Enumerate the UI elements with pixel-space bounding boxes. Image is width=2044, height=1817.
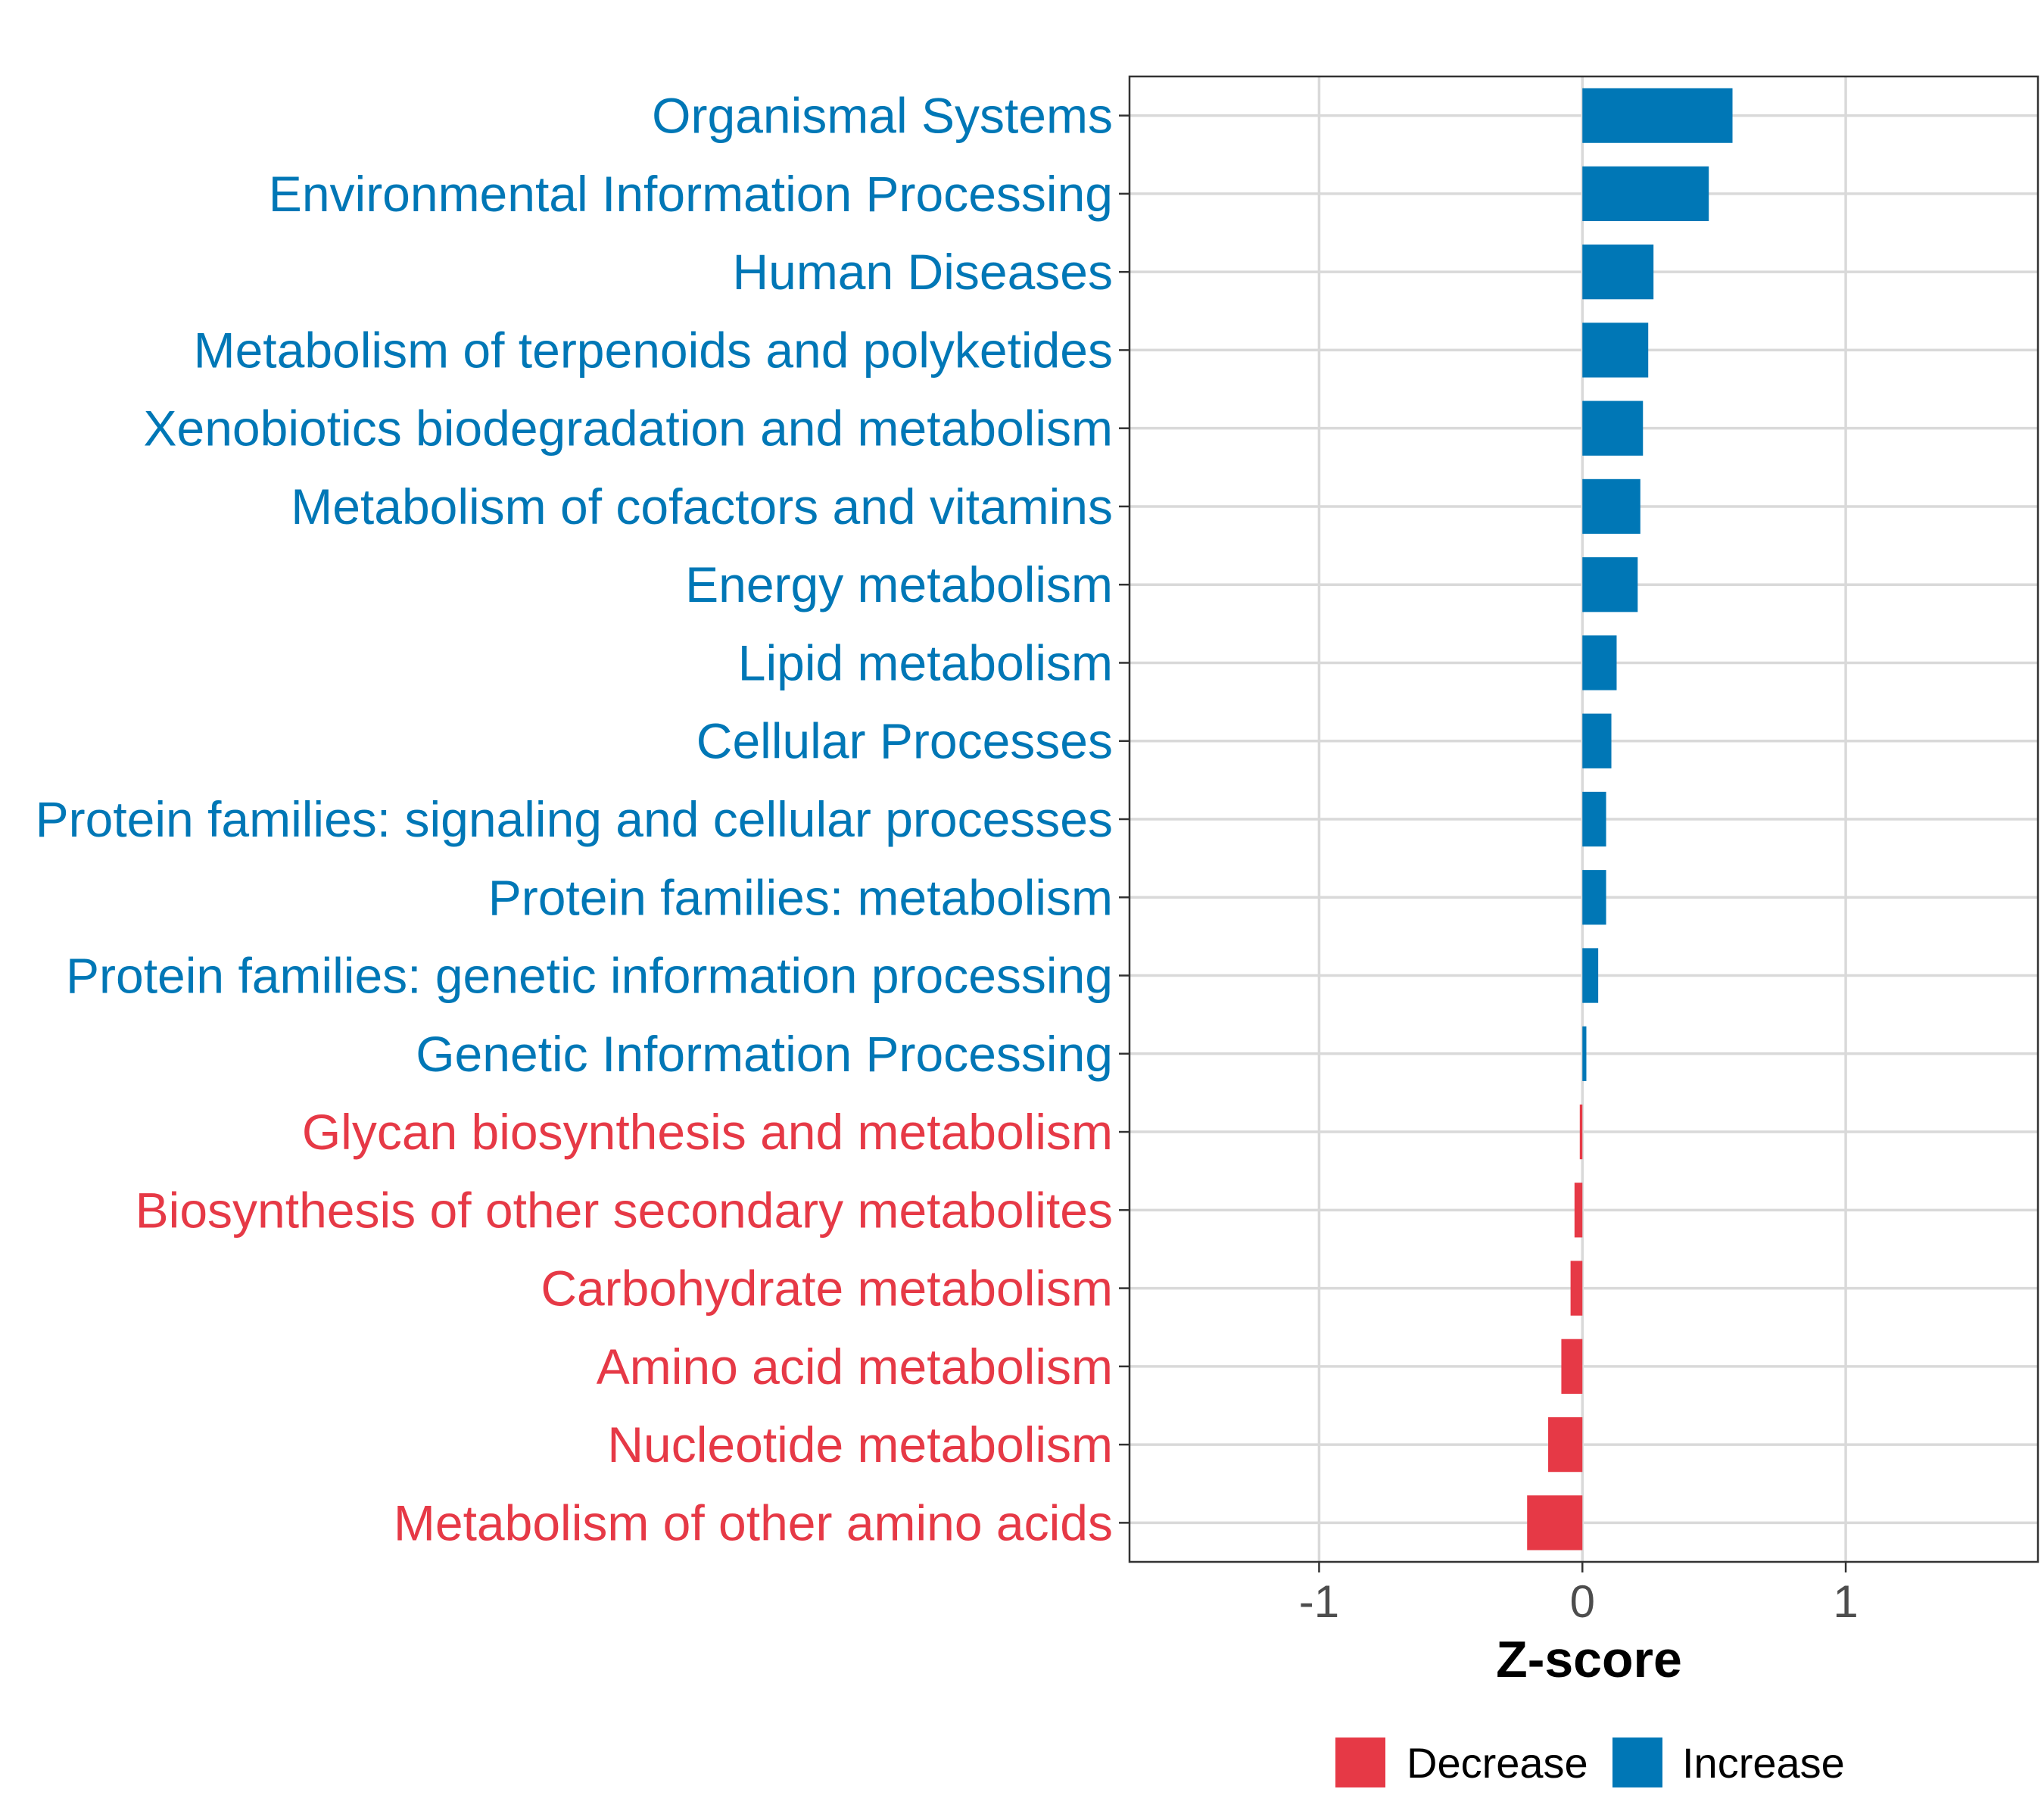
legend-swatch-increase — [1612, 1738, 1662, 1787]
category-label: Metabolism of cofactors and vitamins — [291, 478, 1113, 535]
legend: Decrease Increase — [1335, 1738, 1845, 1787]
x-axis-ticks: -1 0 1 — [1299, 1562, 1859, 1627]
bar — [1582, 870, 1606, 925]
bar — [1574, 1183, 1583, 1238]
bar — [1582, 635, 1617, 690]
bar — [1561, 1339, 1583, 1394]
bar — [1548, 1417, 1583, 1473]
category-label: Carbohydrate metabolism — [541, 1261, 1113, 1317]
x-tick-label: 1 — [1833, 1576, 1858, 1627]
category-label: Environmental Information Processing — [269, 166, 1113, 222]
category-label: Human Diseases — [732, 244, 1113, 300]
category-label: Protein families: metabolism — [488, 869, 1113, 925]
category-label: Biosynthesis of other secondary metaboli… — [136, 1182, 1113, 1238]
category-label: Glycan biosynthesis and metabolism — [302, 1104, 1113, 1160]
bar — [1582, 1026, 1587, 1081]
bar — [1582, 88, 1733, 143]
bar — [1582, 713, 1612, 768]
bar — [1582, 166, 1709, 222]
category-label: Xenobiotics biodegradation and metabolis… — [144, 400, 1114, 457]
bar — [1582, 245, 1654, 300]
category-label: Protein families: signaling and cellular… — [36, 791, 1113, 847]
bar — [1582, 400, 1644, 456]
x-tick-label: -1 — [1299, 1576, 1339, 1627]
bar — [1527, 1495, 1583, 1551]
bar — [1582, 478, 1640, 535]
bars — [1527, 88, 1733, 1551]
legend-label-increase: Increase — [1682, 1739, 1845, 1787]
x-axis-title: Z-score — [1496, 1631, 1682, 1688]
legend-label-decrease: Decrease — [1407, 1739, 1588, 1787]
category-label: Lipid metabolism — [738, 634, 1113, 690]
bar — [1582, 557, 1638, 612]
category-label: Protein families: genetic information pr… — [66, 948, 1113, 1004]
x-tick-label: 0 — [1570, 1576, 1595, 1627]
category-label: Genetic Information Processing — [416, 1026, 1113, 1082]
category-label: Amino acid metabolism — [597, 1339, 1113, 1395]
category-label: Cellular Processes — [696, 713, 1113, 769]
category-label: Metabolism of other amino acids — [394, 1494, 1113, 1551]
bar — [1570, 1261, 1583, 1316]
bar — [1582, 323, 1649, 378]
category-labels: Organismal Systems Environmental Informat… — [36, 88, 1113, 1551]
category-label: Metabolism of terpenoids and polyketides — [194, 322, 1113, 378]
bar — [1582, 948, 1599, 1003]
category-label: Nucleotide metabolism — [607, 1417, 1113, 1473]
category-label: Energy metabolism — [685, 556, 1113, 612]
bar — [1582, 791, 1606, 847]
bar — [1579, 1104, 1583, 1160]
category-label: Organismal Systems — [652, 88, 1113, 144]
y-axis-ticks — [1119, 114, 1129, 1524]
legend-swatch-decrease — [1335, 1738, 1385, 1787]
